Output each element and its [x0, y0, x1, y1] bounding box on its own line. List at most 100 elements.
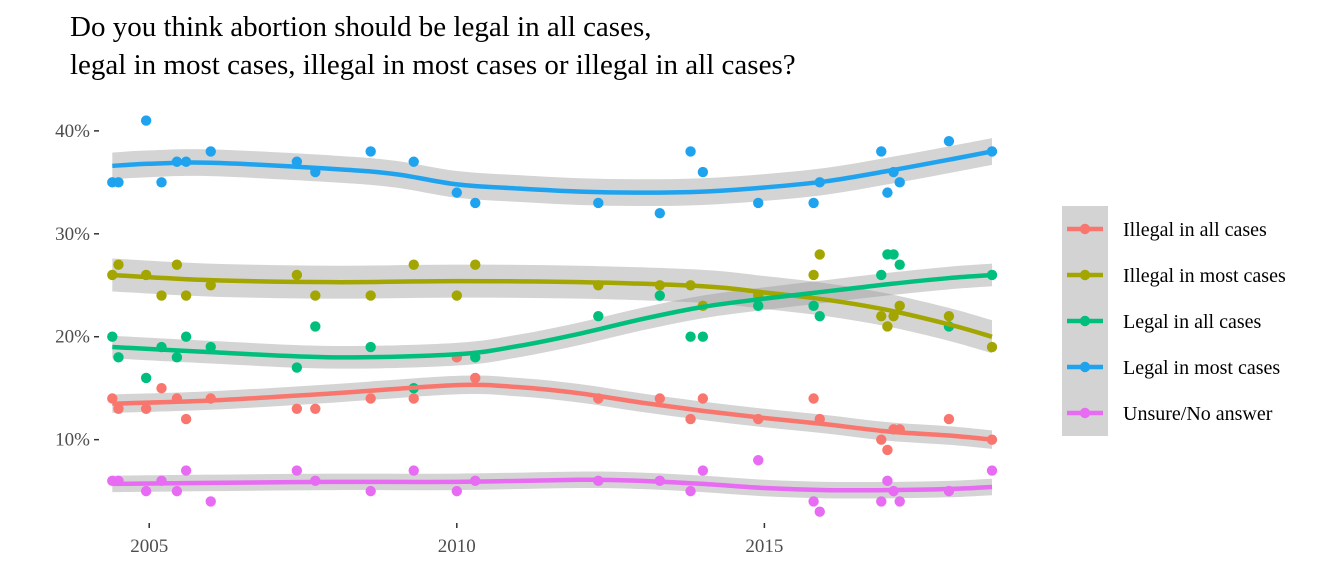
- data-point-legal-in-most-cases: [654, 208, 666, 219]
- data-point-legal-in-most-cases: [408, 156, 419, 167]
- confidence-band-illegal-in-all-cases: [112, 375, 993, 449]
- data-point-illegal-in-most-cases: [156, 290, 167, 301]
- trend-line-illegal-in-all-cases: [112, 382, 993, 442]
- data-point-legal-in-most-cases: [113, 177, 124, 188]
- data-point-legal-in-most-cases: [943, 135, 955, 147]
- y-tick-label: 30%: [55, 224, 90, 245]
- data-point-illegal-in-most-cases: [180, 290, 192, 301]
- data-point-legal-in-all-cases: [814, 310, 825, 322]
- data-point-legal-in-most-cases: [882, 187, 893, 198]
- axes: 10% 20% 30% 40% 2005 2010 2015: [55, 121, 783, 557]
- data-point-unsure-no-answer: [365, 485, 376, 497]
- chart-title-line-2: legal in most cases, illegal in most cas…: [70, 49, 796, 81]
- data-point-legal-in-all-cases: [310, 321, 321, 332]
- data-point-legal-in-most-cases: [140, 115, 152, 126]
- data-point-unsure-no-answer: [685, 485, 696, 497]
- data-point-unsure-no-answer: [140, 485, 152, 497]
- data-point-illegal-in-most-cases: [986, 341, 998, 353]
- y-tick-label: 10%: [55, 430, 90, 451]
- data-point-illegal-in-most-cases: [894, 300, 905, 312]
- trend-line-illegal-in-most-cases: [112, 272, 993, 339]
- data-point-legal-in-all-cases: [140, 372, 152, 384]
- data-point-illegal-in-most-cases: [113, 259, 124, 270]
- data-point-legal-in-most-cases: [685, 146, 696, 157]
- data-point-unsure-no-answer: [205, 496, 216, 507]
- data-point-unsure-no-answer: [753, 455, 764, 466]
- legend-point-legal-in-most-cases: [1079, 361, 1091, 373]
- data-point-illegal-in-all-cases: [113, 403, 124, 414]
- data-point-legal-in-most-cases: [894, 177, 905, 188]
- data-point-legal-in-all-cases: [697, 331, 709, 342]
- data-point-legal-in-most-cases: [753, 197, 764, 209]
- data-point-legal-in-all-cases: [593, 310, 604, 322]
- data-point-illegal-in-all-cases: [180, 413, 192, 425]
- data-point-legal-in-most-cases: [156, 177, 167, 188]
- data-point-illegal-in-all-cases: [107, 393, 118, 404]
- chart-title-line-1: Do you think abortion should be legal in…: [70, 11, 652, 43]
- data-point-illegal-in-all-cases: [943, 413, 955, 425]
- data-point-unsure-no-answer: [882, 475, 893, 487]
- data-point-illegal-in-all-cases: [697, 393, 709, 404]
- data-point-legal-in-most-cases: [470, 197, 481, 209]
- confidence-band-legal-in-all-cases: [112, 263, 993, 369]
- data-point-legal-in-all-cases: [753, 300, 764, 312]
- data-point-legal-in-all-cases: [113, 352, 124, 363]
- data-point-unsure-no-answer: [894, 496, 905, 507]
- data-point-unsure-no-answer: [408, 465, 419, 476]
- data-point-legal-in-most-cases: [451, 187, 462, 198]
- data-point-legal-in-most-cases: [205, 146, 216, 157]
- legend-label-legal-in-most-cases: Legal in most cases: [1123, 357, 1280, 379]
- data-point-unsure-no-answer: [451, 485, 462, 497]
- data-point-legal-in-most-cases: [697, 166, 709, 178]
- data-point-illegal-in-all-cases: [876, 434, 887, 445]
- data-point-unsure-no-answer: [986, 465, 998, 476]
- x-tick-label: 2015: [745, 536, 783, 557]
- data-point-unsure-no-answer: [697, 465, 709, 476]
- data-point-illegal-in-most-cases: [365, 290, 376, 301]
- legend-label-illegal-in-all-cases: Illegal in all cases: [1123, 219, 1267, 241]
- data-point-illegal-in-most-cases: [310, 290, 321, 301]
- data-point-illegal-in-most-cases: [205, 280, 216, 291]
- data-point-legal-in-all-cases: [171, 352, 183, 363]
- data-point-legal-in-all-cases: [291, 362, 303, 373]
- data-point-legal-in-most-cases: [593, 197, 604, 209]
- trend-line-legal-in-most-cases: [112, 149, 993, 195]
- data-point-legal-in-all-cases: [986, 269, 998, 281]
- data-point-legal-in-all-cases: [685, 331, 696, 342]
- chart-title: Do you think abortion should be legal in…: [70, 8, 796, 84]
- data-point-illegal-in-most-cases: [408, 259, 419, 270]
- data-point-unsure-no-answer: [876, 496, 887, 507]
- data-point-illegal-in-all-cases: [310, 403, 321, 414]
- data-point-legal-in-all-cases: [365, 341, 376, 353]
- data-point-legal-in-all-cases: [876, 269, 887, 281]
- data-point-legal-in-all-cases: [107, 331, 118, 342]
- legend-point-illegal-in-most-cases: [1079, 269, 1091, 281]
- trend-line-legal-in-all-cases: [112, 272, 993, 360]
- legend-point-illegal-in-all-cases: [1079, 223, 1091, 235]
- data-point-legal-in-all-cases: [894, 259, 905, 270]
- data-point-illegal-in-all-cases: [408, 393, 419, 404]
- data-point-illegal-in-most-cases: [808, 269, 819, 281]
- data-point-unsure-no-answer: [171, 485, 183, 497]
- confidence-band-unsure-no-answer: [112, 471, 993, 499]
- confidence-band-legal-in-most-cases: [112, 138, 993, 207]
- legend-point-unsure-no-answer: [1079, 407, 1091, 419]
- data-point-legal-in-most-cases: [876, 146, 887, 157]
- data-point-unsure-no-answer: [808, 496, 819, 507]
- data-point-illegal-in-all-cases: [470, 372, 481, 384]
- data-point-legal-in-all-cases: [808, 300, 819, 312]
- data-point-unsure-no-answer: [180, 465, 192, 476]
- data-point-legal-in-all-cases: [654, 290, 666, 301]
- data-point-illegal-in-all-cases: [808, 393, 819, 404]
- legend-point-legal-in-all-cases: [1079, 315, 1091, 327]
- data-point-illegal-in-all-cases: [365, 393, 376, 404]
- data-point-illegal-in-all-cases: [291, 403, 303, 414]
- data-point-illegal-in-all-cases: [156, 383, 167, 394]
- x-tick-label: 2010: [438, 536, 476, 557]
- data-point-illegal-in-most-cases: [107, 269, 118, 281]
- data-point-unsure-no-answer: [814, 506, 825, 517]
- data-point-illegal-in-all-cases: [882, 444, 893, 456]
- y-tick-label: 20%: [55, 327, 90, 348]
- data-point-illegal-in-all-cases: [685, 413, 696, 425]
